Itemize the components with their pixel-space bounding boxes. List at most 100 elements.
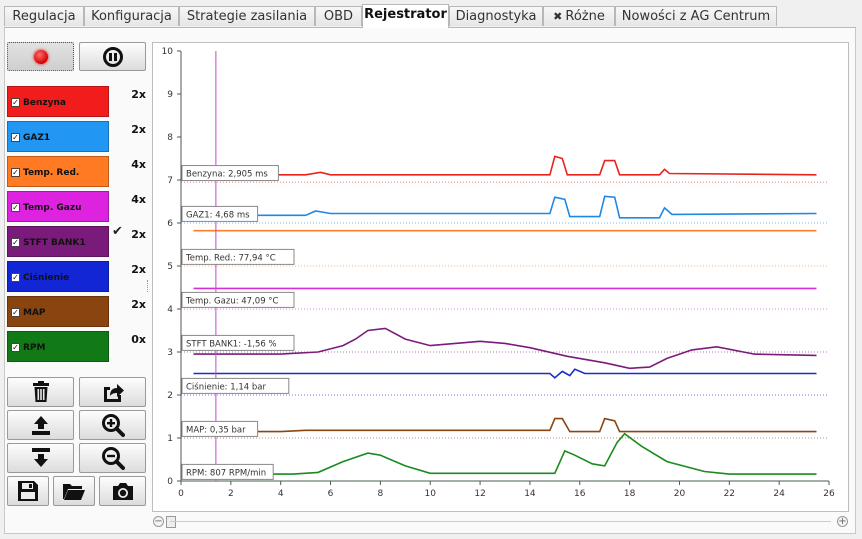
splitter-grip[interactable] [147, 280, 151, 292]
y-tick-label: 6 [167, 219, 173, 229]
x-tick-label: 26 [823, 489, 835, 499]
zoom-out-button[interactable] [79, 443, 146, 473]
channel-checkbox[interactable]: ✓ [11, 343, 20, 352]
channel-toggle[interactable]: ✓ GAZ1 [7, 121, 109, 152]
pause-button[interactable] [79, 42, 146, 71]
trash-icon [32, 381, 49, 402]
readout-box [181, 291, 295, 308]
y-tick-label: 7 [167, 176, 173, 186]
channel-checkbox[interactable]: ✓ [11, 133, 20, 142]
channel-scale[interactable]: 2x [131, 298, 146, 311]
channel-scale[interactable]: 2x [131, 123, 146, 136]
y-tick-label: 0 [167, 477, 173, 487]
pause-icon [102, 46, 123, 67]
x-tick-label: 18 [624, 489, 636, 499]
selected-check-icon: ✔ [112, 224, 123, 239]
screenshot-button[interactable] [99, 476, 146, 506]
channel-checkbox[interactable]: ✓ [11, 273, 20, 282]
tab-label: Konfiguracja [91, 9, 172, 24]
tab-rejestrator[interactable]: Rejestrator [362, 4, 449, 28]
channel-toggle[interactable]: ✓ Ciśnienie [7, 261, 109, 292]
channel-toggle[interactable]: ✓ Benzyna [7, 86, 109, 117]
export-icon [103, 384, 124, 402]
y-tick-label: 2 [167, 391, 173, 401]
tab-label: OBD [323, 9, 354, 24]
readout-box [181, 420, 259, 437]
channel-label: Benzyna [23, 98, 66, 108]
channel-toggle[interactable]: ✓ Temp. Gazu [7, 191, 109, 222]
delete-button[interactable] [7, 377, 74, 407]
channel-toggle[interactable]: ✓ Temp. Red. [7, 156, 109, 187]
horizontal-scrollbar[interactable]: − + [152, 515, 849, 529]
y-tick-label: 10 [162, 47, 174, 57]
x-tick-label: 12 [474, 489, 485, 499]
readout-text: MAP: 0,35 bar [186, 425, 246, 435]
camera-icon [112, 483, 133, 500]
y-tick-label: 9 [167, 90, 173, 100]
readout-text: Benzyna: 2,905 ms [186, 170, 268, 180]
channel-label: MAP [23, 308, 46, 318]
value-readout: Temp. Gazu: 47,09 °C [181, 291, 295, 308]
tab-konfiguracja[interactable]: Konfiguracja [84, 6, 179, 26]
series-line [193, 368, 817, 379]
y-tick-label: 3 [167, 348, 173, 358]
open-folder-button[interactable] [53, 476, 95, 506]
channel-scale[interactable]: 2x [131, 263, 146, 276]
zoom-in-button[interactable] [79, 410, 146, 440]
tab-nowości-z-ag-centrum[interactable]: Nowości z AG Centrum [615, 6, 777, 26]
tab-label: Rejestrator [364, 7, 447, 22]
export-button[interactable] [79, 377, 146, 407]
channel-scale[interactable]: 4x [131, 158, 146, 171]
tab-obd[interactable]: OBD [315, 6, 362, 26]
chart-area: 0 1 2 3 4 5 6 7 8 9 10 0 2 4 6 8 10 12 14 16 18 20 22 24 26 Benzy… [152, 42, 849, 512]
channel-checkbox[interactable]: ✓ [11, 98, 20, 107]
channel-label: RPM [23, 343, 46, 353]
zoom-in-icon [101, 414, 125, 437]
readout-text: GAZ1: 4,68 ms [186, 210, 250, 220]
scroll-thumb[interactable] [166, 516, 176, 528]
channel-checkbox[interactable]: ✓ [11, 203, 20, 212]
series-line [193, 417, 817, 433]
channel-scale[interactable]: 2x [131, 228, 146, 241]
channel-toggle[interactable]: ✓ RPM [7, 331, 109, 362]
channel-checkbox[interactable]: ✓ [11, 238, 20, 247]
channel-label: GAZ1 [23, 133, 51, 143]
x-tick-label: 2 [228, 489, 234, 499]
readout-text: RPM: 807 RPM/min [186, 468, 266, 478]
channel-toggle[interactable]: ✓ STFT BANK1 [7, 226, 109, 257]
series-line [193, 432, 817, 475]
zoom-in-small-icon[interactable]: + [837, 516, 848, 527]
series-line [193, 327, 817, 370]
readout-box [181, 463, 274, 480]
readout-box [181, 248, 295, 265]
record-button[interactable] [7, 42, 74, 71]
tab-diagnostyka[interactable]: Diagnostyka [449, 6, 543, 26]
x-tick-label: 24 [773, 489, 785, 499]
tools-icon: ✖ [553, 10, 563, 23]
tab-różne[interactable]: ✖ Różne [543, 6, 615, 26]
channel-scale[interactable]: 4x [131, 193, 146, 206]
channel-scale[interactable]: 0x [131, 333, 146, 346]
save-button[interactable] [7, 476, 49, 506]
value-readout: Temp. Red.: 77,94 °C [181, 248, 295, 265]
channel-label: Temp. Gazu [23, 203, 82, 213]
readout-box [181, 334, 295, 351]
channel-checkbox[interactable]: ✓ [11, 168, 20, 177]
readout-text: Temp. Red.: 77,94 °C [185, 253, 276, 263]
x-tick-label: 0 [178, 489, 184, 499]
tab-label: Regulacja [12, 9, 76, 24]
channel-toggle[interactable]: ✓ MAP [7, 296, 109, 327]
series-line [193, 155, 817, 176]
tab-regulacja[interactable]: Regulacja [4, 6, 84, 26]
tab-strategie-zasilania[interactable]: Strategie zasilania [179, 6, 315, 26]
channel-scale[interactable]: 2x [131, 88, 146, 101]
channel-label: Temp. Red. [23, 168, 80, 178]
channel-checkbox[interactable]: ✓ [11, 308, 20, 317]
zoom-out-icon [101, 447, 125, 470]
x-tick-label: 20 [674, 489, 686, 499]
zoom-out-small-icon[interactable]: − [153, 516, 164, 527]
download-button[interactable] [7, 443, 74, 473]
upload-button[interactable] [7, 410, 74, 440]
